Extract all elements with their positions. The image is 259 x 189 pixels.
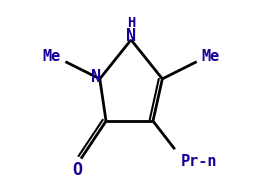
Text: Me: Me: [201, 49, 219, 64]
Text: H: H: [127, 15, 135, 30]
Text: O: O: [72, 161, 82, 179]
Text: Me: Me: [42, 49, 60, 64]
Text: Pr-n: Pr-n: [180, 154, 217, 169]
Text: N: N: [91, 67, 101, 85]
Text: N: N: [126, 27, 136, 45]
